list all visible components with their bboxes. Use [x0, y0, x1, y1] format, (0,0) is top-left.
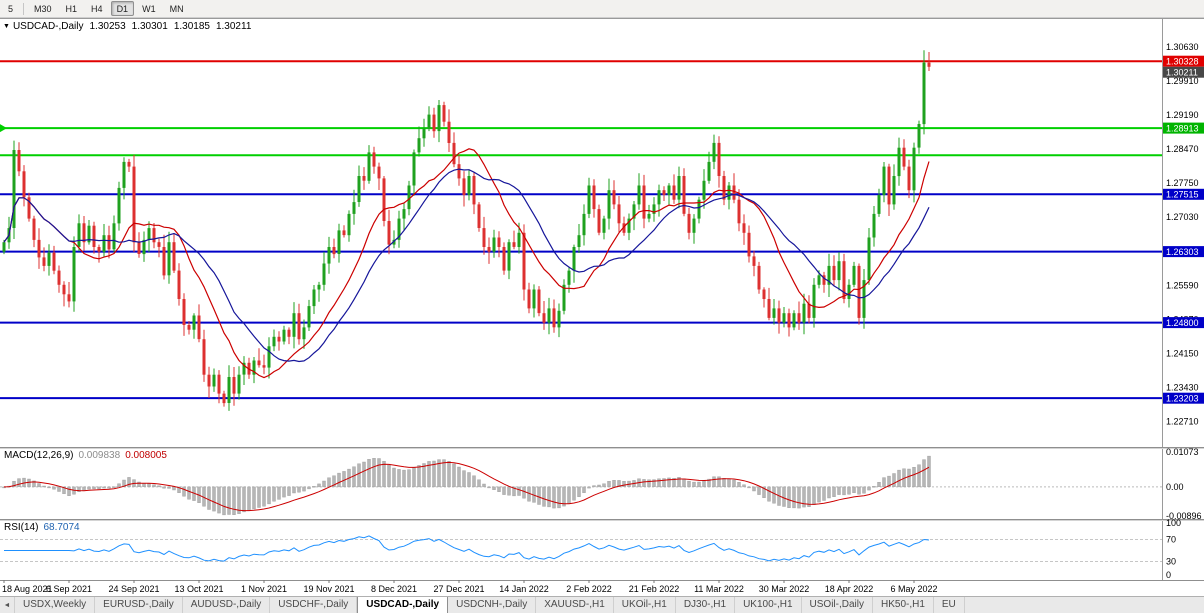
- horizontal-level-lines: [0, 60, 1162, 400]
- svg-text:70: 70: [1166, 535, 1176, 545]
- timeframe-button-h1[interactable]: H1: [65, 4, 78, 14]
- time-axis-label: 18 Aug 2021: [2, 584, 53, 594]
- macd-panel: 0.01073 0.00 -0.00896: [0, 447, 1202, 521]
- svg-text:1.24800: 1.24800: [1166, 318, 1199, 328]
- svg-text:1.24150: 1.24150: [1166, 348, 1199, 358]
- time-axis-label: 13 Oct 2021: [174, 584, 223, 594]
- time-axis-label: 24 Sep 2021: [108, 584, 159, 594]
- time-axis-label: 6 May 2022: [890, 584, 937, 594]
- chart-tab-eu[interactable]: EU: [934, 597, 965, 613]
- rsi-line: [4, 535, 930, 562]
- timeframe-button-mn[interactable]: MN: [169, 4, 184, 14]
- timeframe-button-m30[interactable]: M30: [34, 4, 52, 14]
- svg-text:30: 30: [1166, 557, 1176, 567]
- moving-average-13: [3, 148, 930, 379]
- timeframe-button-h4[interactable]: H4: [91, 4, 103, 14]
- chart-tab-usdcad-daily[interactable]: USDCAD-,Daily: [357, 597, 449, 613]
- time-axis-label: 27 Dec 2021: [433, 584, 484, 594]
- svg-text:1.29910: 1.29910: [1166, 76, 1199, 86]
- time-axis-label: 2 Feb 2022: [566, 584, 612, 594]
- time-axis-label: 30 Mar 2022: [759, 584, 810, 594]
- panel-splitters: [0, 447, 1204, 581]
- price-tag-1.30211: 1.30211: [1163, 66, 1204, 78]
- level-left-marker: [0, 124, 7, 133]
- chart-tab-xauusd-h1[interactable]: XAUUSD-,H1: [536, 597, 614, 613]
- time-axis-label: 1 Nov 2021: [241, 584, 287, 594]
- svg-text:1.25590: 1.25590: [1166, 280, 1199, 290]
- svg-text:1.27515: 1.27515: [1166, 189, 1199, 199]
- candlestick-series: [2, 50, 931, 411]
- svg-text:100: 100: [1166, 518, 1181, 528]
- timeframe-button-5[interactable]: 5: [8, 4, 14, 14]
- chart-tab-bar: ◄ USDX,Weekly EURUSD-,Daily AUDUSD-,Daily US…: [0, 596, 1204, 613]
- time-axis-label: 21 Feb 2022: [629, 584, 680, 594]
- chart-tab-uk100-h1[interactable]: UK100-,H1: [735, 597, 802, 613]
- price-tag-1.28913: 1.28913: [1163, 122, 1204, 134]
- price-tag-1.26303: 1.26303: [1163, 246, 1204, 258]
- chart-tab-eurusd-daily[interactable]: EURUSD-,Daily: [95, 597, 183, 613]
- chart-tab-usoil-daily[interactable]: USOil-,Daily: [802, 597, 873, 613]
- time-axis-label: 6 Sep 2021: [46, 584, 92, 594]
- svg-text:1.27750: 1.27750: [1166, 178, 1199, 188]
- price-tag-1.27515: 1.27515: [1163, 188, 1204, 200]
- timeframe-toolbar: 5 M30 H1 H4 D1 W1 MN: [0, 0, 1204, 18]
- time-axis-label: 18 Apr 2022: [825, 584, 874, 594]
- macd-signal-line: [3, 461, 930, 512]
- svg-text:1.30630: 1.30630: [1166, 42, 1199, 52]
- chart-tab-usdx-weekly[interactable]: USDX,Weekly: [15, 597, 96, 613]
- chart-collapse-icon[interactable]: ▼: [3, 23, 10, 30]
- svg-text:1.29190: 1.29190: [1166, 110, 1199, 120]
- time-axis-label: 11 Mar 2022: [694, 584, 744, 594]
- timeframe-button-d1[interactable]: D1: [110, 1, 135, 16]
- svg-text:1.22710: 1.22710: [1166, 416, 1199, 426]
- rsi-panel: 100 70 30 0: [0, 518, 1181, 580]
- price-tag-1.24800: 1.24800: [1163, 317, 1204, 329]
- price-tag-1.23203: 1.23203: [1163, 392, 1204, 404]
- chart-background: [0, 18, 1204, 596]
- moving-average-21: [3, 168, 930, 363]
- svg-text:1.30328: 1.30328: [1166, 56, 1199, 66]
- svg-text:1.27030: 1.27030: [1166, 212, 1199, 222]
- svg-text:0.00: 0.00: [1166, 482, 1184, 492]
- chart-tab-audusd-daily[interactable]: AUDUSD-,Daily: [183, 597, 271, 613]
- tab-scroll-left-icon[interactable]: ◄: [0, 597, 15, 613]
- svg-text:1.23430: 1.23430: [1166, 382, 1199, 392]
- chart-tab-usdcnh-daily[interactable]: USDCNH-,Daily: [448, 597, 537, 613]
- price-axis: 1.30630 1.29910 1.29190 1.28470 1.27750 1.270…: [1162, 18, 1204, 580]
- svg-text:1.30211: 1.30211: [1166, 67, 1198, 77]
- svg-text:1.26303: 1.26303: [1166, 247, 1199, 257]
- svg-text:1.28470: 1.28470: [1166, 144, 1199, 154]
- time-axis-label: 19 Nov 2021: [303, 584, 354, 594]
- time-axis-label: 8 Dec 2021: [371, 584, 417, 594]
- chart-tab-ukoil-h1[interactable]: UKOil-,H1: [614, 597, 676, 613]
- price-tag-1.30328: 1.30328: [1163, 55, 1204, 67]
- chart-tab-usdchf-daily[interactable]: USDCHF-,Daily: [270, 597, 358, 613]
- svg-text:0.01073: 0.01073: [1166, 447, 1199, 457]
- svg-text:-0.00896: -0.00896: [1166, 511, 1202, 521]
- svg-text:0: 0: [1166, 570, 1171, 580]
- chart-tab-hk50-h1[interactable]: HK50-,H1: [873, 597, 934, 613]
- timeframe-button-w1[interactable]: W1: [142, 4, 156, 14]
- svg-text:1.28913: 1.28913: [1166, 123, 1199, 133]
- time-axis-label: 14 Jan 2022: [499, 584, 549, 594]
- chart-tab-dj30-h1[interactable]: DJ30-,H1: [676, 597, 736, 613]
- toolbar-separator: [23, 2, 25, 15]
- svg-text:1.23203: 1.23203: [1166, 393, 1199, 403]
